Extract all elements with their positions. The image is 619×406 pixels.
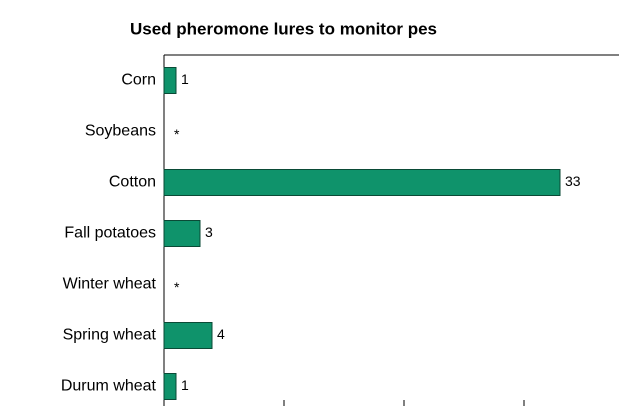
y-tick-label: Durum wheat: [61, 378, 157, 395]
y-tick-label: Spring wheat: [63, 327, 157, 344]
bar: [163, 67, 177, 94]
y-tick-label: Fall potatoes: [64, 225, 156, 242]
y-tick-label: Cotton: [109, 174, 156, 191]
value-label: *: [174, 126, 180, 142]
value-label: 1: [181, 71, 189, 87]
bar: [163, 169, 561, 196]
value-label: 1: [181, 377, 189, 393]
bar: [163, 373, 177, 400]
y-tick-label: Soybeans: [85, 123, 156, 140]
bar: [163, 322, 213, 349]
y-tick-label: Winter wheat: [63, 276, 157, 293]
bar: [163, 220, 201, 247]
y-tick-label: Corn: [121, 72, 156, 89]
value-label: 33: [565, 173, 581, 189]
value-label: *: [174, 279, 180, 295]
chart-title: Used pheromone lures to monitor pes: [130, 19, 437, 38]
value-label: 4: [217, 326, 225, 342]
value-label: 3: [205, 224, 213, 240]
